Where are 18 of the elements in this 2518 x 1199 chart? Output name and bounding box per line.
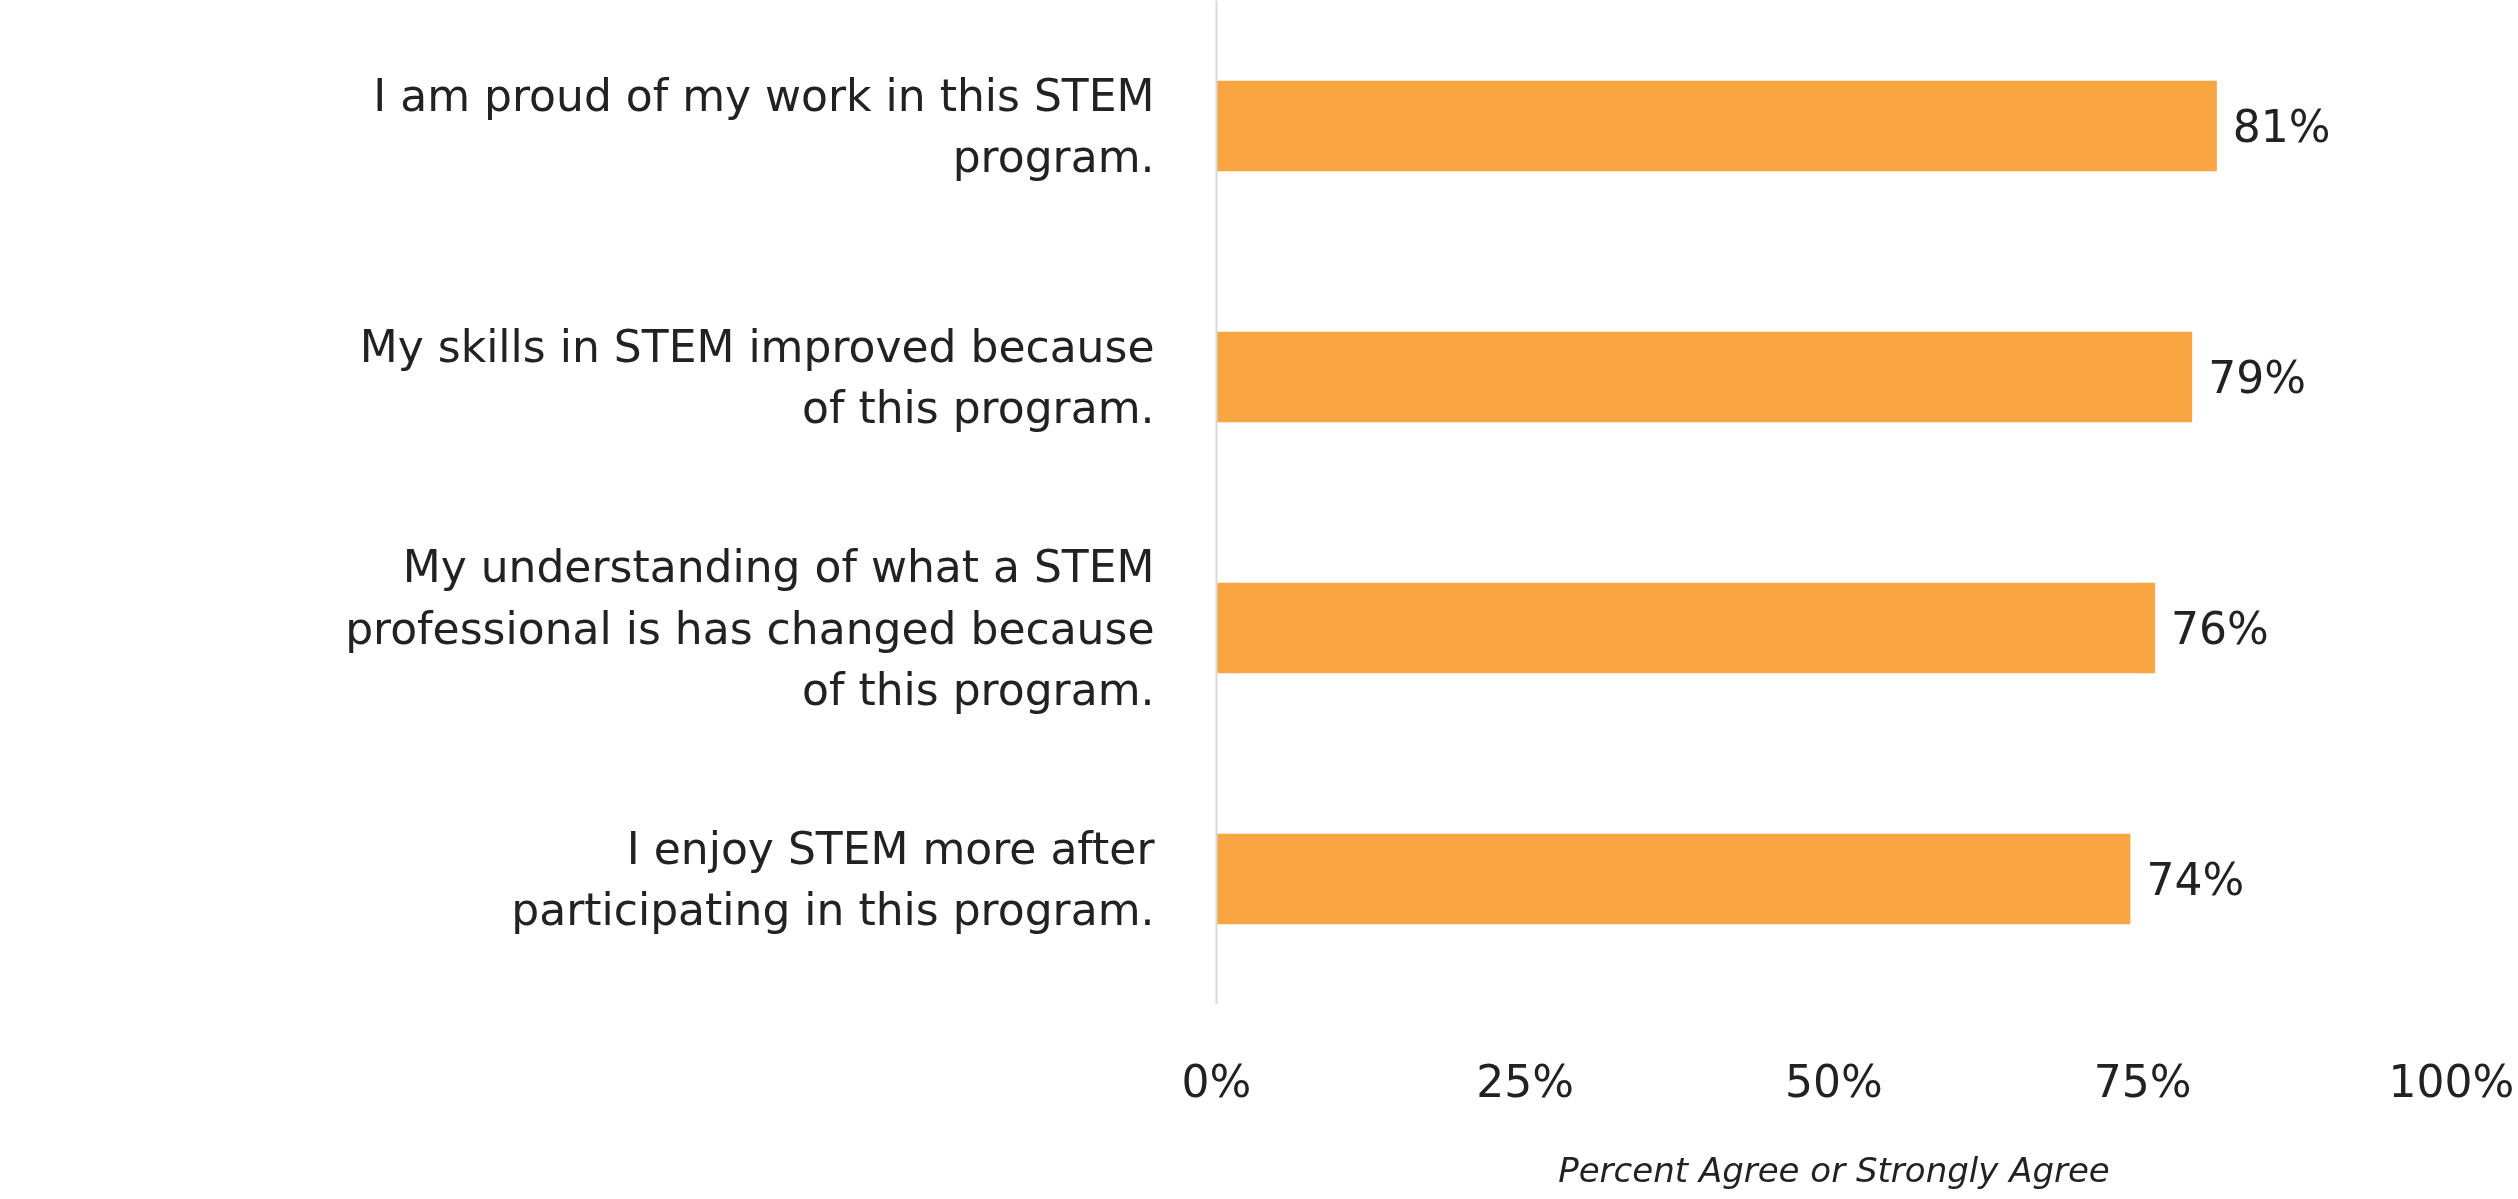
bar <box>1216 331 2193 423</box>
data-label: 79% <box>2208 351 2306 403</box>
x-tick-label: 75% <box>2093 1055 2192 1107</box>
x-tick-label: 0% <box>1181 1055 1252 1107</box>
bar <box>1216 582 2156 674</box>
y-tick-label: My skills in STEM improved because of this program. <box>359 320 1155 434</box>
bar <box>1216 80 2217 172</box>
x-tick-label: 25% <box>1476 1055 1575 1107</box>
y-tick-label: I am proud of my work in this STEM program. <box>373 69 1155 183</box>
bar <box>1216 833 2131 925</box>
y-tick-label: My understanding of what a STEM professional is has changed because of this program. <box>345 541 1155 715</box>
data-label: 74% <box>2146 853 2245 905</box>
data-label: 76% <box>2171 602 2269 654</box>
x-axis-title: Percent Agree or Strongly Agree <box>1558 1149 2110 1190</box>
data-label: 81% <box>2232 100 2331 152</box>
y-tick-label: I enjoy STEM more after participating in this program. <box>511 822 1156 936</box>
x-tick-label: 50% <box>1785 1055 1883 1107</box>
x-tick-label: 100% <box>2388 1055 2515 1107</box>
